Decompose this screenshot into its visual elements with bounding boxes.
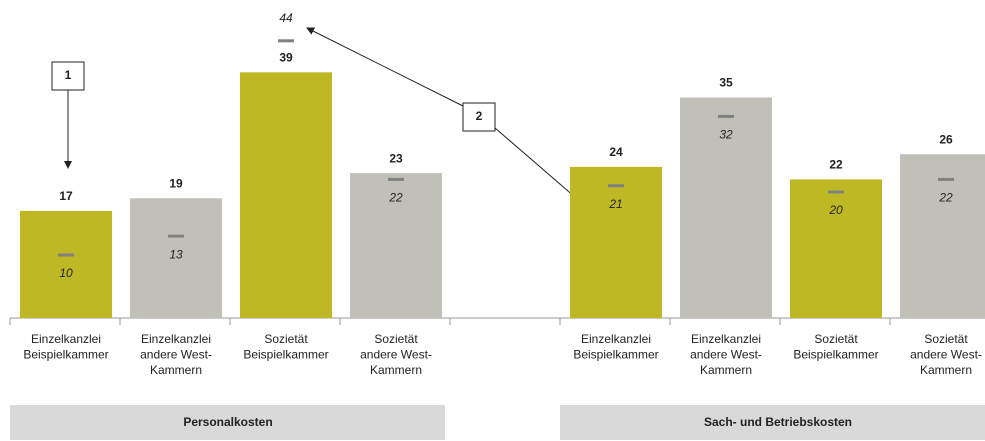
x-tick-label: Einzelkanzlei xyxy=(31,332,101,346)
group-box xyxy=(10,405,445,440)
bar xyxy=(680,97,772,318)
bar xyxy=(790,179,882,318)
marker-label: 13 xyxy=(169,247,183,261)
value-label: 17 xyxy=(59,189,73,203)
x-tick-label: Kammern xyxy=(150,363,202,377)
x-tick-label: andere West- xyxy=(910,348,982,362)
marker-label: 32 xyxy=(719,128,733,142)
x-tick-label: Einzelkanzlei xyxy=(141,332,211,346)
x-tick-label: Kammern xyxy=(700,363,752,377)
x-tick-label: Beispielkammer xyxy=(243,348,328,362)
annotation-box xyxy=(462,102,496,132)
value-label: 24 xyxy=(609,145,623,159)
x-tick-label: Kammern xyxy=(370,363,422,377)
bar xyxy=(900,154,985,318)
marker-label: 10 xyxy=(59,266,73,280)
marker-label: 44 xyxy=(279,11,293,25)
bar xyxy=(20,210,112,318)
x-tick-label: Sozietät xyxy=(264,332,308,346)
value-label: 26 xyxy=(939,132,953,146)
x-tick-label: Beispielkammer xyxy=(23,348,108,362)
annotation: 2 xyxy=(476,109,483,123)
bar xyxy=(570,166,662,318)
annotation: 1 xyxy=(65,68,72,82)
bar xyxy=(350,173,442,318)
x-tick-label: Einzelkanzlei xyxy=(581,332,651,346)
x-tick-label: Beispielkammer xyxy=(793,348,878,362)
x-tick-label: Sozietät xyxy=(924,332,968,346)
x-tick-label: Sozietät xyxy=(814,332,858,346)
x-tick-label: andere West- xyxy=(140,348,212,362)
marker-label: 20 xyxy=(828,203,843,217)
bar xyxy=(130,198,222,318)
x-tick-label: Kammern xyxy=(920,363,972,377)
group-label: Personalkosten xyxy=(183,415,272,429)
bar xyxy=(240,72,332,318)
x-tick-label: Beispielkammer xyxy=(573,348,658,362)
annotation-box xyxy=(51,61,85,91)
value-label: 22 xyxy=(829,158,843,172)
value-label: 19 xyxy=(169,176,183,190)
x-tick-label: Einzelkanzlei xyxy=(691,332,761,346)
group-label: Sach- und Betriebskosten xyxy=(704,415,852,429)
group-box xyxy=(560,405,985,440)
value-label: 23 xyxy=(389,151,403,165)
marker-label: 22 xyxy=(388,191,403,205)
x-tick-label: Sozietät xyxy=(374,332,418,346)
x-tick-label: andere West- xyxy=(690,348,762,362)
arrow xyxy=(306,27,464,107)
value-label: 35 xyxy=(719,76,733,90)
marker-label: 22 xyxy=(938,191,953,205)
value-label: 39 xyxy=(279,50,293,64)
marker-label: 21 xyxy=(608,197,622,211)
x-tick-label: andere West- xyxy=(360,348,432,362)
